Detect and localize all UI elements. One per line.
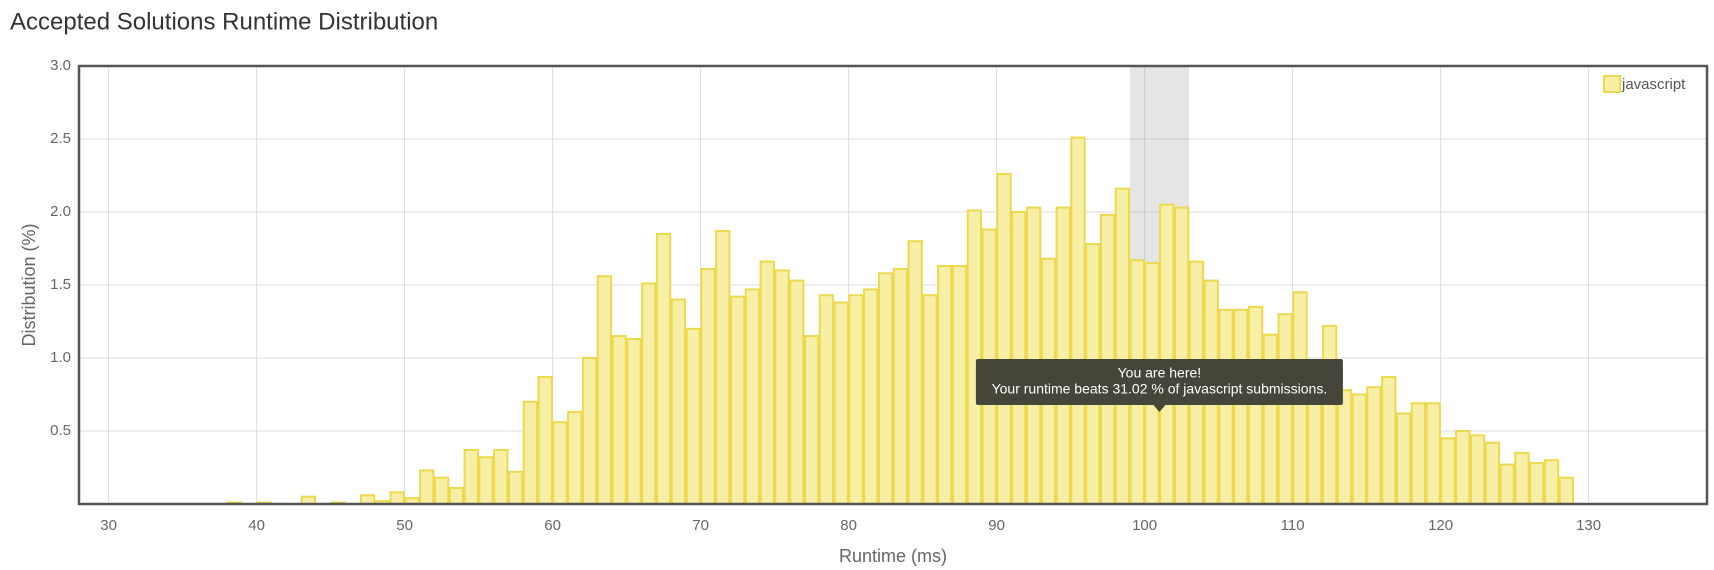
bar bbox=[522, 400, 539, 505]
bar bbox=[1277, 313, 1293, 506]
plot-frame bbox=[77, 64, 1709, 506]
y-tick-label: 1.5 bbox=[50, 276, 71, 293]
bar bbox=[1484, 441, 1501, 505]
bar bbox=[1218, 308, 1234, 505]
bar bbox=[907, 240, 923, 505]
bar bbox=[1173, 206, 1190, 505]
bar bbox=[863, 288, 879, 505]
bar bbox=[359, 494, 376, 505]
bar bbox=[1543, 459, 1560, 506]
legend-swatch bbox=[1603, 75, 1621, 93]
bar bbox=[729, 295, 746, 505]
bar bbox=[937, 265, 953, 505]
bar bbox=[1558, 476, 1575, 506]
bar bbox=[700, 267, 716, 505]
bar bbox=[1366, 386, 1382, 506]
bar bbox=[1233, 308, 1249, 505]
bar bbox=[1247, 305, 1264, 505]
y-tick-label: 2.5 bbox=[50, 130, 71, 147]
bar bbox=[1011, 211, 1027, 505]
bar bbox=[892, 267, 909, 505]
bar bbox=[833, 301, 849, 505]
bar bbox=[1114, 187, 1131, 505]
tooltip-box bbox=[975, 359, 1343, 405]
x-tick-label: 50 bbox=[396, 517, 413, 534]
bar bbox=[1055, 206, 1071, 505]
bar bbox=[1529, 462, 1545, 505]
x-tick-label: 30 bbox=[100, 517, 117, 534]
bar bbox=[685, 327, 701, 505]
bar bbox=[818, 294, 835, 505]
x-tick-label: 110 bbox=[1281, 517, 1305, 534]
bar bbox=[951, 265, 968, 505]
bar bbox=[433, 476, 450, 506]
bar bbox=[1321, 324, 1338, 505]
bar bbox=[641, 282, 657, 506]
bar bbox=[1425, 402, 1441, 506]
legend-label: javascript bbox=[1621, 76, 1686, 93]
bar bbox=[1025, 206, 1042, 505]
bar bbox=[448, 486, 465, 506]
bar bbox=[803, 335, 820, 505]
bar bbox=[774, 269, 790, 505]
bar bbox=[1351, 393, 1367, 505]
x-tick-label: 70 bbox=[692, 517, 709, 534]
y-tick-label: 1.0 bbox=[50, 349, 71, 366]
y-tick-label: 2.0 bbox=[50, 203, 71, 220]
bar bbox=[1514, 451, 1530, 505]
bar bbox=[493, 448, 509, 506]
bar bbox=[596, 275, 613, 505]
x-tick-label: 120 bbox=[1428, 517, 1453, 534]
tooltip: You are here!Your runtime beats 31.02 % … bbox=[975, 359, 1343, 412]
bar bbox=[789, 279, 805, 505]
bar bbox=[1440, 437, 1456, 505]
bar bbox=[552, 421, 568, 505]
x-tick-label: 130 bbox=[1576, 517, 1601, 534]
y-tick-label: 3.0 bbox=[50, 57, 71, 74]
bar bbox=[996, 173, 1012, 505]
bar bbox=[581, 357, 598, 505]
bar bbox=[1455, 430, 1471, 505]
bar bbox=[744, 288, 761, 505]
bar bbox=[567, 411, 583, 505]
bar bbox=[966, 209, 983, 505]
chart-title: Accepted Solutions Runtime Distribution bbox=[10, 8, 438, 35]
bar bbox=[759, 260, 775, 506]
bar bbox=[1070, 136, 1086, 505]
bar bbox=[715, 229, 731, 505]
bar bbox=[922, 294, 938, 505]
bar bbox=[389, 491, 405, 506]
bar bbox=[507, 470, 524, 506]
bar bbox=[1499, 463, 1515, 505]
bar bbox=[1395, 412, 1412, 506]
bar bbox=[463, 448, 479, 506]
bar bbox=[670, 298, 687, 505]
tooltip-arrow bbox=[1153, 405, 1166, 412]
bar bbox=[537, 375, 553, 506]
bar bbox=[419, 469, 435, 506]
x-tick-label: 40 bbox=[248, 517, 265, 534]
bar bbox=[1159, 203, 1175, 505]
bar bbox=[1381, 375, 1397, 506]
x-tick-label: 90 bbox=[988, 517, 1005, 534]
bar bbox=[626, 338, 642, 505]
y-tick-label: 0.5 bbox=[50, 422, 71, 439]
bar bbox=[611, 335, 627, 505]
tooltip-title: You are here! bbox=[1118, 365, 1202, 381]
bar bbox=[848, 294, 864, 505]
bar bbox=[1410, 402, 1427, 506]
bar bbox=[877, 272, 894, 505]
bar bbox=[1336, 389, 1353, 505]
x-tick-label: 80 bbox=[840, 517, 857, 534]
y-axis-label: Distribution (%) bbox=[19, 223, 39, 346]
bar bbox=[478, 456, 494, 505]
tooltip-text: Your runtime beats 31.02 % of javascript… bbox=[992, 381, 1328, 397]
bar bbox=[1469, 434, 1486, 506]
x-axis-label: Runtime (ms) bbox=[839, 546, 947, 566]
x-tick-label: 60 bbox=[544, 517, 561, 534]
bar bbox=[655, 232, 672, 505]
x-tick-label: 100 bbox=[1132, 517, 1157, 534]
